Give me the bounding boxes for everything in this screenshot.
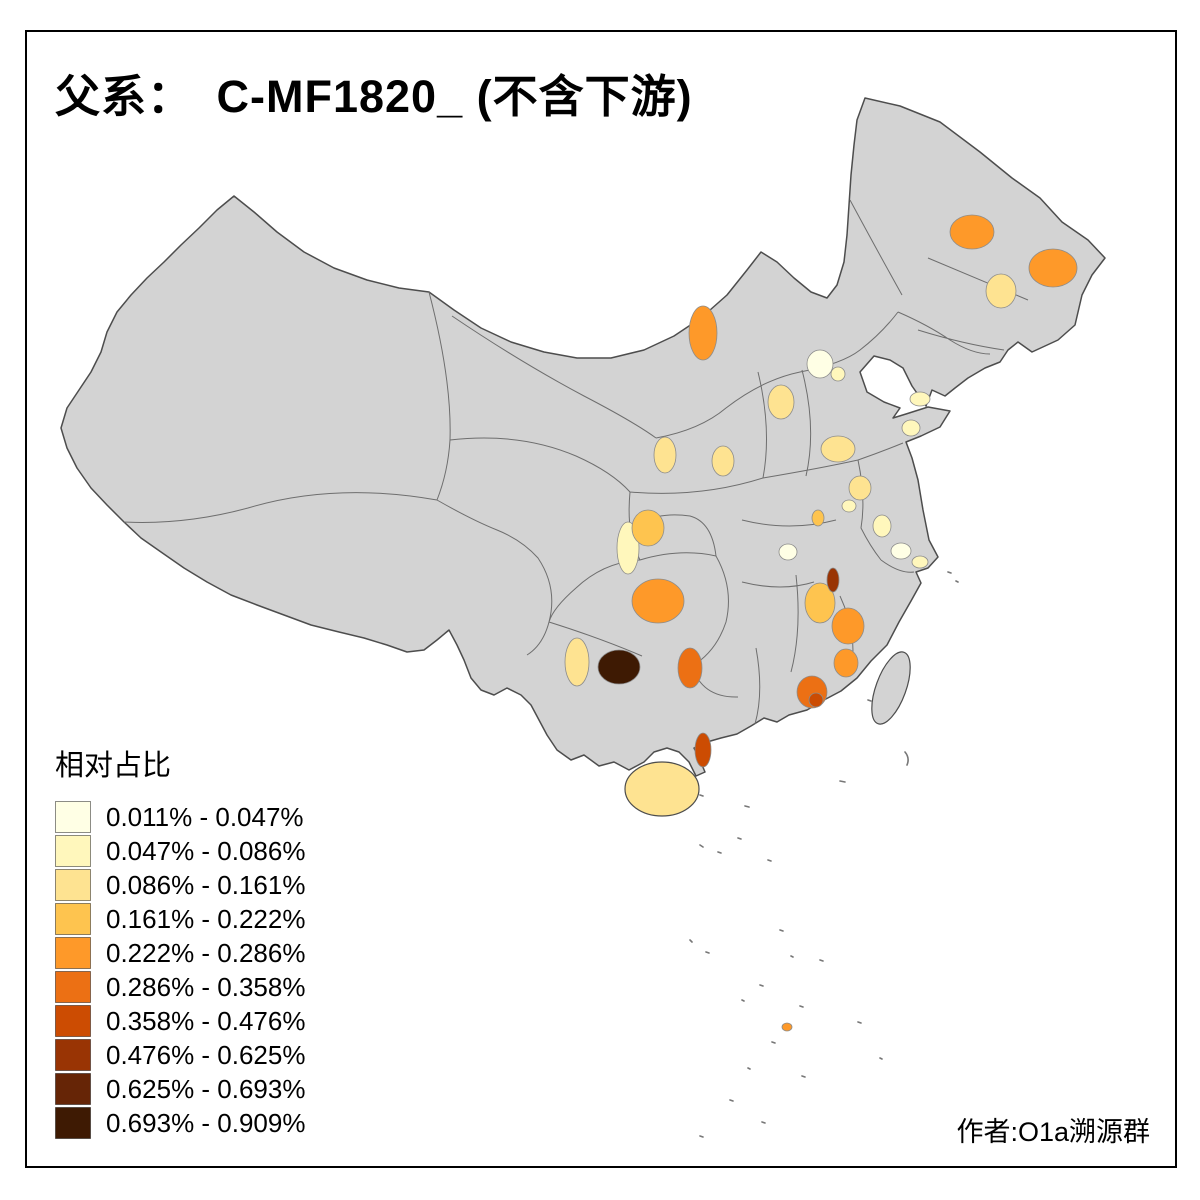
region-jiangxi-west	[804, 582, 836, 624]
taiwan-island	[871, 651, 911, 725]
legend-swatch-color	[55, 869, 91, 901]
region-henan-west	[820, 435, 856, 463]
legend-swatch-color	[55, 1107, 91, 1139]
legend-label: 0.358% - 0.476%	[106, 1005, 306, 1036]
legend-swatch-color	[55, 1039, 91, 1071]
legend-swatch-color	[55, 835, 91, 867]
region-henan-southeast	[848, 475, 872, 501]
legend-swatch	[55, 937, 91, 969]
legend-swatch-color	[55, 971, 91, 1003]
region-shandong-peninsula-north	[909, 391, 931, 407]
legend-swatch	[55, 1107, 91, 1139]
legend-swatch	[55, 1039, 91, 1071]
legend-item: 0.222% - 0.286%	[55, 936, 305, 970]
region-leizhou-zhanjiang	[694, 732, 712, 768]
legend-title: 相对占比	[55, 750, 172, 782]
legend-item: 0.286% - 0.358%	[55, 970, 305, 1004]
legend-label: 0.625% - 0.693%	[106, 1073, 306, 1104]
legend-label: 0.161% - 0.222%	[106, 903, 306, 934]
legend-label: 0.476% - 0.625%	[106, 1039, 306, 1070]
legend-label: 0.086% - 0.161%	[106, 869, 306, 900]
legend-swatch	[55, 835, 91, 867]
legend-swatch	[55, 1073, 91, 1105]
region-anhui-spot	[811, 509, 825, 527]
legend-item: 0.358% - 0.476%	[55, 1004, 305, 1038]
region-shanghai-north-spot	[890, 542, 912, 560]
legend-item: 0.011% - 0.047%	[55, 800, 305, 834]
region-shanxi-central	[767, 384, 795, 420]
region-inner-mongolia-strip	[688, 305, 718, 361]
region-sichuan-chengdu	[631, 578, 685, 624]
region-fujian-area	[833, 648, 859, 678]
legend-swatch-color	[55, 903, 91, 935]
legend-swatch-color	[55, 937, 91, 969]
legend-swatch	[55, 869, 91, 901]
legend: 相对占比 0.011% - 0.047% 0.047% - 0.086% 0.0…	[55, 742, 305, 1140]
legend-item: 0.047% - 0.086%	[55, 834, 305, 868]
region-henan-small-spot	[841, 499, 857, 513]
legend-swatch	[55, 801, 91, 833]
legend-item: 0.161% - 0.222%	[55, 902, 305, 936]
legend-label: 0.286% - 0.358%	[106, 971, 306, 1002]
province-borders	[123, 199, 1029, 725]
region-chaoshan-core	[808, 692, 824, 708]
region-beijing-area	[806, 349, 834, 379]
region-hubei-spot	[778, 543, 798, 561]
author-credit: 作者:O1a溯源群	[956, 1117, 1150, 1147]
region-sichuan-north	[631, 509, 665, 547]
legend-item: 0.625% - 0.693%	[55, 1072, 305, 1106]
region-jiangxi-east	[831, 607, 865, 645]
legend-label: 0.047% - 0.086%	[106, 835, 306, 866]
south-china-sea-islands	[689, 571, 959, 1138]
region-shandong-south	[901, 419, 921, 437]
legend-item: 0.086% - 0.161%	[55, 868, 305, 902]
legend-label: 0.693% - 0.909%	[106, 1107, 306, 1138]
legend-swatch	[55, 971, 91, 1003]
region-zhejiang-border-strip	[826, 567, 840, 593]
legend-swatch	[55, 903, 91, 935]
hainan-island	[624, 761, 700, 817]
legend-swatch-color	[55, 801, 91, 833]
region-sichuan-liangshan	[597, 649, 641, 685]
legend-swatch-color	[55, 1073, 91, 1105]
figure-title: 父系： C-MF1820_ (不含下游)	[55, 71, 693, 122]
region-guizhou-area	[677, 647, 703, 689]
region-harbin-area	[985, 273, 1017, 309]
region-shaanxi-north	[711, 445, 735, 477]
legend-item: 0.476% - 0.625%	[55, 1038, 305, 1072]
region-yunnan-west-strip	[564, 637, 590, 687]
region-heilongjiang-west	[949, 214, 995, 250]
legend-swatch-color	[55, 1005, 91, 1037]
region-heilongjiang-east	[1028, 248, 1078, 288]
legend-item: 0.693% - 0.909%	[55, 1106, 305, 1140]
legend-swatch	[55, 1005, 91, 1037]
region-jiangsu-area	[872, 514, 892, 538]
legend-label: 0.011% - 0.047%	[106, 801, 304, 832]
region-scs-island-spot	[781, 1022, 793, 1032]
region-shanghai-area	[911, 555, 929, 569]
region-beijing-east-spot	[830, 366, 846, 382]
legend-label: 0.222% - 0.286%	[106, 937, 306, 968]
region-ningxia-area	[653, 436, 677, 474]
